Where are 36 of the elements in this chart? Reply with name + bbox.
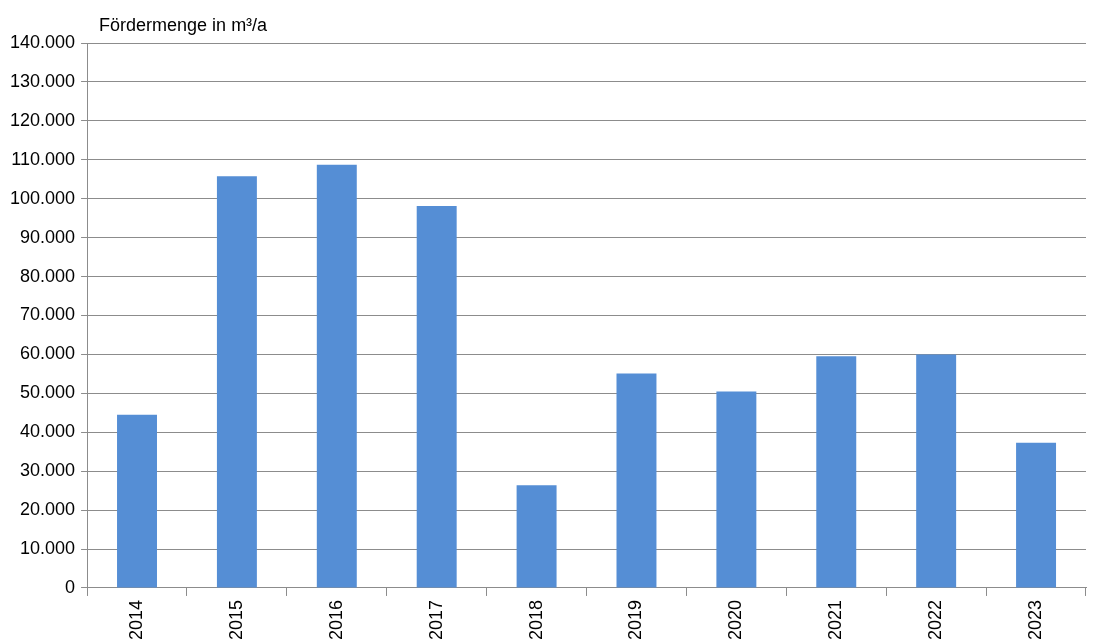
- x-tick-label: 2019: [625, 599, 646, 640]
- y-tick-label: 50.000: [20, 382, 76, 403]
- bar: [216, 176, 257, 588]
- x-tick-label: 2014: [125, 599, 146, 640]
- y-tick-label: 40.000: [20, 421, 76, 442]
- bar: [117, 414, 157, 588]
- x-tick-label: 2016: [325, 599, 346, 640]
- x-tick-label: 2021: [825, 599, 846, 640]
- y-tick-label: 70.000: [20, 304, 76, 325]
- x-tick-label: 2020: [725, 599, 746, 640]
- y-tick-label: 60.000: [20, 343, 76, 364]
- bar: [416, 206, 457, 588]
- y-tick-label: 100.000: [9, 187, 76, 208]
- y-tick-label: 140.000: [9, 31, 76, 52]
- bar: [316, 164, 357, 588]
- x-tick-label: 2017: [425, 599, 446, 640]
- y-tick-label: 80.000: [20, 265, 76, 286]
- x-tick-label: 2015: [225, 599, 246, 640]
- y-tick-label: 10.000: [20, 538, 76, 558]
- bar: [616, 373, 657, 588]
- bar: [516, 485, 557, 588]
- x-tick-label: 2023: [1025, 599, 1046, 640]
- bar: [916, 354, 957, 588]
- y-axis-title: Fördermenge in m³/a: [99, 14, 269, 35]
- y-tick-label: 120.000: [9, 109, 76, 130]
- bar: [716, 391, 757, 588]
- y-tick-label: 0: [65, 576, 76, 597]
- y-tick-label: 110.000: [11, 148, 76, 169]
- y-tick-label: 20.000: [20, 499, 76, 520]
- y-tick-label: 30.000: [20, 460, 76, 481]
- y-tick-label: 90.000: [20, 226, 76, 247]
- x-tick-label: 2022: [925, 599, 946, 640]
- bar: [816, 356, 857, 588]
- y-tick-label: 130.000: [9, 70, 76, 91]
- bar: [1016, 442, 1057, 588]
- x-tick-label: 2018: [525, 599, 546, 640]
